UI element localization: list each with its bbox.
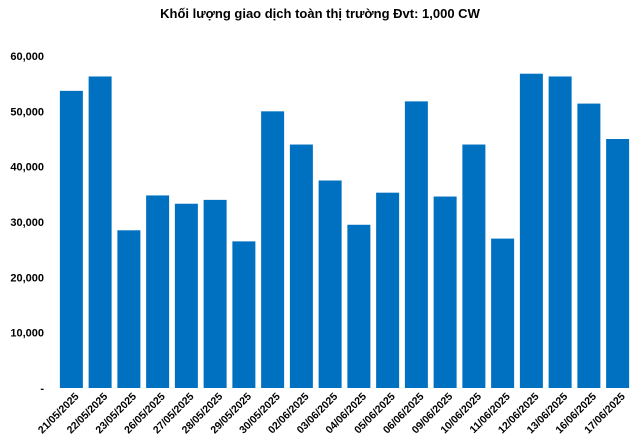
- bar: [376, 192, 400, 388]
- bar: [203, 199, 227, 388]
- y-tick-label: 40,000: [10, 162, 44, 174]
- bar: [347, 224, 371, 388]
- bar: [577, 103, 601, 388]
- y-tick-label: 30,000: [10, 217, 44, 229]
- x-axis: 21/05/202522/05/202523/05/202526/05/2025…: [36, 391, 628, 437]
- bar: [462, 144, 486, 388]
- bar: [606, 139, 630, 388]
- bar: [491, 238, 515, 388]
- bar: [117, 230, 141, 388]
- chart-title: Khối lượng giao dịch toàn thị trường Đvt…: [160, 6, 480, 21]
- y-tick-label: -: [40, 383, 44, 395]
- bar: [59, 90, 83, 389]
- bars: [59, 73, 630, 389]
- bar: [146, 195, 170, 388]
- y-axis: - 10,000 20,000 30,000 40,000 50,000 60,000: [10, 51, 44, 395]
- bar: [232, 241, 256, 388]
- bar: [289, 144, 313, 388]
- y-tick-label: 60,000: [10, 51, 44, 63]
- y-tick-label: 10,000: [10, 328, 44, 340]
- bar: [88, 76, 112, 389]
- bar: [318, 180, 342, 388]
- bar: [433, 196, 457, 388]
- bar: [404, 101, 428, 388]
- bar: [548, 76, 572, 389]
- bar: [519, 73, 543, 388]
- y-tick-label: 50,000: [10, 106, 44, 118]
- bar: [174, 203, 198, 388]
- y-tick-label: 20,000: [10, 272, 44, 284]
- bar: [261, 111, 285, 388]
